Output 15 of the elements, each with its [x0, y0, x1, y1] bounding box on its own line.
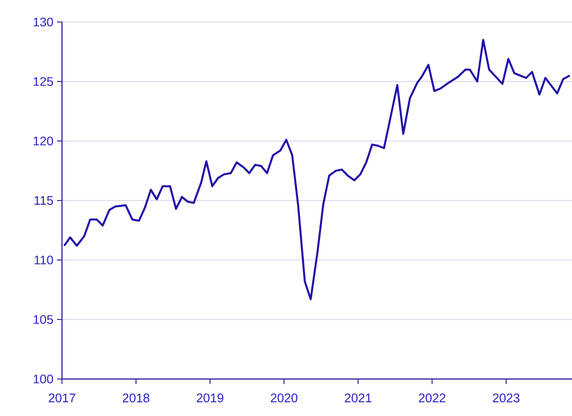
x-tick-label: 2021: [344, 394, 372, 402]
y-tick-label: 120: [34, 136, 54, 146]
x-tick-label: 2019: [196, 394, 224, 402]
x-tick-label: 2017: [48, 394, 76, 402]
y-tick-label: 125: [34, 77, 53, 86]
x-tick-label: 2023: [492, 394, 520, 402]
y-tick-label: 105: [34, 315, 53, 324]
y-tick-label: 130: [34, 18, 54, 26]
y-tick-label: 110: [34, 256, 54, 264]
x-tick-label: 2018: [122, 394, 150, 402]
y-tick-label: 115: [34, 196, 53, 205]
line-series: [63, 38, 571, 300]
y-tick-label: 100: [34, 374, 54, 384]
x-tick-label: 2020: [270, 394, 298, 402]
x-tick-label: 2022: [418, 394, 446, 402]
